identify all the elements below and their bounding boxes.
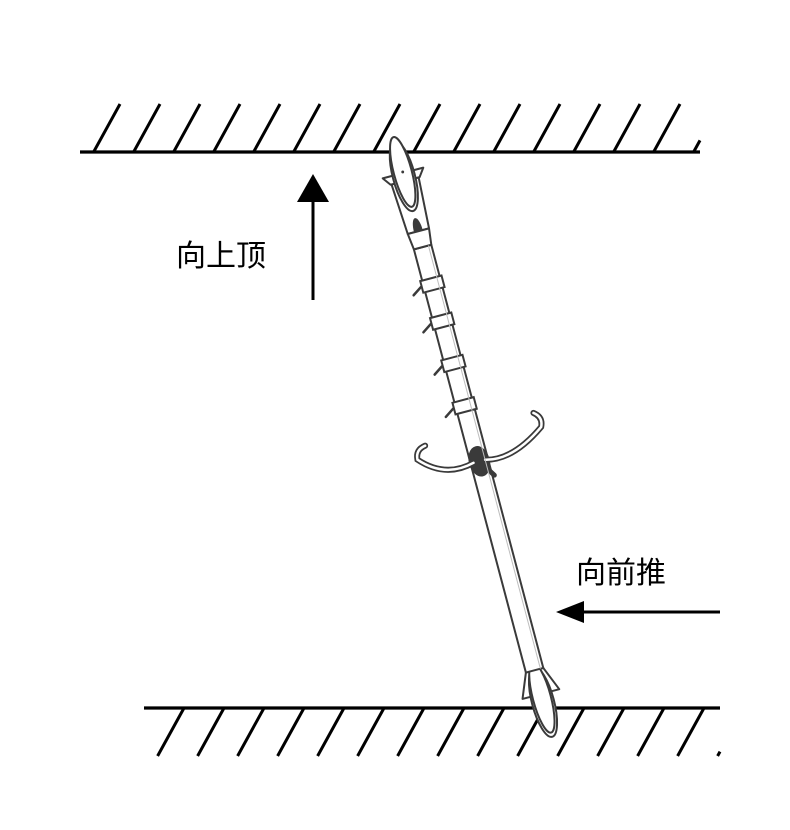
arrow-left — [556, 601, 720, 623]
label-push-forward: 向前推 — [576, 548, 666, 592]
tension-pole — [383, 135, 563, 740]
arrow-up — [297, 174, 329, 300]
diagram-canvas — [0, 0, 790, 830]
label-push-up: 向上顶 — [176, 231, 266, 275]
floor-hatch — [144, 708, 720, 756]
